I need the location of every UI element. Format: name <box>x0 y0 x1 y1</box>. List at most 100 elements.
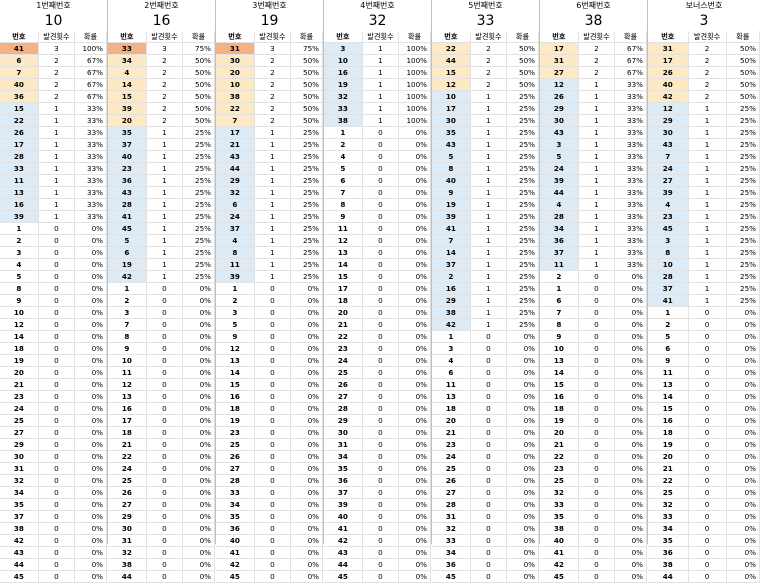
table-row: 16 1 33% <box>0 198 107 211</box>
cell-probability: 0% <box>398 126 431 139</box>
cell-probability: 0% <box>182 414 215 427</box>
cell-probability: 0% <box>506 486 539 499</box>
table-row: 4 2 50% <box>108 66 215 79</box>
cell-number: 16 <box>216 390 255 403</box>
table-row: 39 1 25% <box>648 186 760 199</box>
table-row: 40 0 0% <box>540 534 647 547</box>
cell-count: 1 <box>362 90 400 103</box>
cell-count: 0 <box>362 138 400 151</box>
table-row: 25 0 0% <box>432 462 539 475</box>
cell-count: 0 <box>146 474 184 487</box>
cell-probability: 0% <box>398 270 431 283</box>
cell-number: 14 <box>324 258 363 271</box>
table-row: 6 0 0% <box>324 174 431 187</box>
cell-count: 3 <box>146 42 184 55</box>
cell-probability: 50% <box>726 78 760 91</box>
cell-number: 20 <box>0 366 39 379</box>
cell-probability: 0% <box>398 474 431 487</box>
cell-probability: 33% <box>614 162 647 175</box>
cell-probability: 33% <box>74 114 107 127</box>
cell-number: 2 <box>540 270 579 283</box>
cell-count: 2 <box>254 114 292 127</box>
cell-number: 41 <box>324 522 363 535</box>
table-row: 32 0 0% <box>540 486 647 499</box>
table-row: 40 0 0% <box>324 510 431 523</box>
cell-number: 16 <box>324 66 363 79</box>
cell-count: 0 <box>38 486 76 499</box>
cell-count: 0 <box>688 570 727 583</box>
cell-number: 31 <box>216 42 255 55</box>
cell-count: 0 <box>38 330 76 343</box>
table-header-row: 번호 발견횟수 확률 <box>216 31 323 43</box>
cell-number: 11 <box>216 258 255 271</box>
cell-probability: 0% <box>398 354 431 367</box>
cell-count: 0 <box>254 450 292 463</box>
cell-count: 1 <box>470 102 508 115</box>
table-row: 25 0 0% <box>0 414 107 427</box>
table-row: 15 1 33% <box>0 102 107 115</box>
cell-count: 2 <box>578 54 616 67</box>
table-row: 45 1 25% <box>108 222 215 235</box>
cell-number: 2 <box>108 294 147 307</box>
table-row: 16 0 0% <box>108 402 215 415</box>
cell-number: 40 <box>432 174 471 187</box>
cell-number: 19 <box>108 258 147 271</box>
cell-count: 1 <box>254 186 292 199</box>
cell-number: 25 <box>0 414 39 427</box>
cell-probability: 0% <box>398 186 431 199</box>
cell-count: 1 <box>254 126 292 139</box>
cell-count: 0 <box>254 306 292 319</box>
cell-count: 0 <box>362 282 400 295</box>
table-row: 31 0 0% <box>0 462 107 475</box>
cell-count: 0 <box>688 450 727 463</box>
cell-count: 0 <box>146 450 184 463</box>
cell-count: 2 <box>578 42 616 55</box>
cell-probability: 0% <box>290 510 323 523</box>
table-row: 26 2 50% <box>648 66 760 79</box>
cell-count: 0 <box>470 546 508 559</box>
cell-count: 1 <box>146 186 184 199</box>
cell-count: 0 <box>146 294 184 307</box>
cell-number: 30 <box>540 114 579 127</box>
cell-probability: 25% <box>506 294 539 307</box>
cell-probability: 0% <box>290 330 323 343</box>
table-row: 2 1 25% <box>432 270 539 283</box>
block-title: 6번째번호 <box>576 1 611 10</box>
table-row: 14 0 0% <box>648 390 760 403</box>
cell-probability: 0% <box>182 354 215 367</box>
table-row: 30 2 50% <box>216 54 323 67</box>
cell-count: 0 <box>254 414 292 427</box>
table-row: 43 1 25% <box>108 186 215 199</box>
cell-number: 11 <box>0 174 39 187</box>
table-row: 19 0 0% <box>648 438 760 451</box>
table-row: 37 0 0% <box>324 486 431 499</box>
cell-number: 38 <box>216 90 255 103</box>
cell-probability: 25% <box>182 126 215 139</box>
table-row: 30 0 0% <box>324 426 431 439</box>
header-number: 번호 <box>432 31 471 43</box>
cell-number: 20 <box>432 414 471 427</box>
table-row: 31 2 50% <box>648 42 760 55</box>
cell-probability: 75% <box>182 42 215 55</box>
header-prob: 확률 <box>290 31 323 43</box>
table-header-row: 번호 발견횟수 확률 <box>108 31 215 43</box>
cell-count: 2 <box>254 66 292 79</box>
cell-probability: 25% <box>506 258 539 271</box>
cell-count: 0 <box>38 570 76 583</box>
cell-number: 6 <box>648 342 689 355</box>
cell-count: 0 <box>688 486 727 499</box>
cell-probability: 0% <box>74 498 107 511</box>
cell-number: 26 <box>648 66 689 79</box>
cell-count: 1 <box>688 150 727 163</box>
cell-probability: 50% <box>182 114 215 127</box>
cell-count: 0 <box>254 534 292 547</box>
cell-number: 7 <box>0 66 39 79</box>
cell-count: 1 <box>362 78 400 91</box>
cell-probability: 0% <box>506 498 539 511</box>
cell-probability: 0% <box>182 282 215 295</box>
cell-count: 2 <box>146 114 184 127</box>
table-row: 26 0 0% <box>324 378 431 391</box>
table-row: 19 1 25% <box>108 258 215 271</box>
cell-probability: 0% <box>614 282 647 295</box>
cell-count: 0 <box>470 534 508 547</box>
